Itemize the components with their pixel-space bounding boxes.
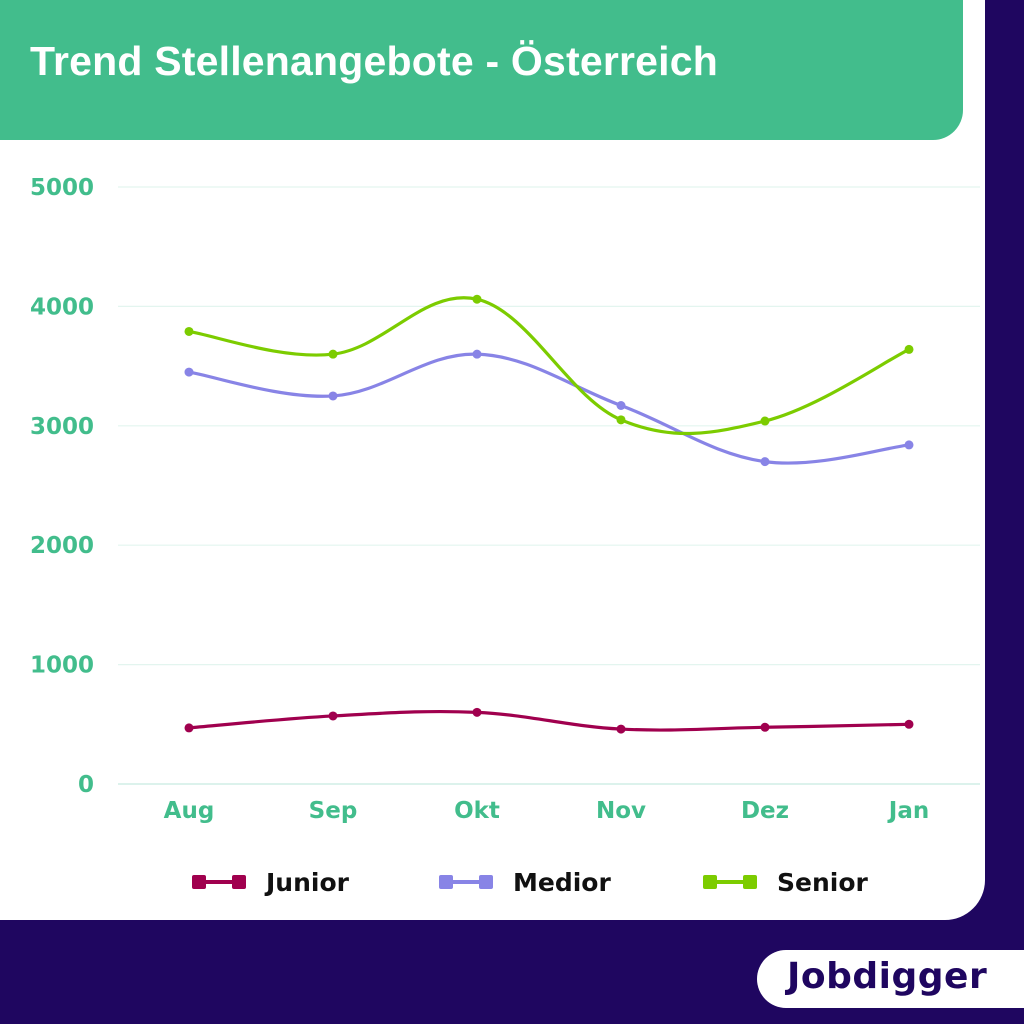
data-point-medior: [472, 349, 482, 359]
legend-item-junior[interactable]: Junior: [192, 862, 349, 902]
data-point-senior: [760, 416, 770, 426]
x-tick-label: Okt: [454, 798, 500, 824]
legend: Junior Medior Senior: [0, 862, 985, 902]
legend-marker-medior: [439, 872, 493, 892]
y-axis-ticks: 0 1000 2000 3000 4000 5000: [30, 175, 94, 798]
data-point-junior: [184, 723, 194, 733]
data-point-senior: [184, 326, 194, 336]
series-line-medior: [187, 352, 911, 465]
brand-logo-text: Jobdigger: [787, 956, 988, 997]
chart-card: Trend Stellenangebote - Österreich 0 1000…: [0, 0, 985, 920]
x-tick-label: Sep: [309, 798, 358, 824]
data-point-junior: [472, 707, 482, 717]
data-point-senior: [904, 344, 914, 354]
header-banner: Trend Stellenangebote - Österreich: [0, 0, 963, 140]
y-tick-label: 2000: [30, 533, 94, 559]
data-point-medior: [904, 440, 914, 450]
line-chart: 0 1000 2000 3000 4000 5000 Aug Sep Okt Nov Dez Jan: [30, 175, 980, 824]
legend-marker-senior: [703, 872, 757, 892]
brand-logo: Jobdigger: [757, 950, 1024, 1008]
data-point-medior: [760, 457, 770, 467]
data-point-junior: [760, 722, 770, 732]
legend-item-medior[interactable]: Medior: [439, 862, 611, 902]
legend-label-medior: Medior: [513, 867, 611, 897]
series-line-junior: [187, 709, 911, 732]
data-point-medior: [184, 367, 194, 377]
data-point-junior: [328, 711, 338, 721]
x-axis-ticks: Aug Sep Okt Nov Dez Jan: [164, 798, 930, 824]
chart-title: Trend Stellenangebote - Österreich: [30, 38, 719, 84]
x-tick-label: Dez: [741, 798, 789, 824]
y-tick-label: 3000: [30, 414, 94, 440]
x-tick-label: Aug: [164, 798, 215, 824]
y-tick-label: 0: [78, 772, 94, 798]
legend-label-junior: Junior: [266, 867, 349, 897]
data-point-junior: [616, 724, 626, 734]
series-points: [184, 294, 914, 734]
legend-label-senior: Senior: [777, 867, 868, 897]
data-point-senior: [616, 415, 626, 425]
data-point-junior: [904, 719, 914, 729]
y-tick-label: 4000: [30, 294, 94, 320]
series-line-senior: [187, 296, 911, 436]
data-point-senior: [328, 349, 338, 359]
y-tick-label: 5000: [30, 175, 94, 201]
series-lines: [187, 296, 911, 732]
x-tick-label: Jan: [887, 798, 929, 824]
gridlines: [118, 186, 980, 785]
data-point-medior: [616, 401, 626, 411]
x-tick-label: Nov: [596, 798, 646, 824]
y-tick-label: 1000: [30, 653, 94, 679]
data-point-medior: [328, 391, 338, 401]
legend-marker-junior: [192, 872, 246, 892]
legend-item-senior[interactable]: Senior: [703, 862, 868, 902]
data-point-senior: [472, 294, 482, 304]
